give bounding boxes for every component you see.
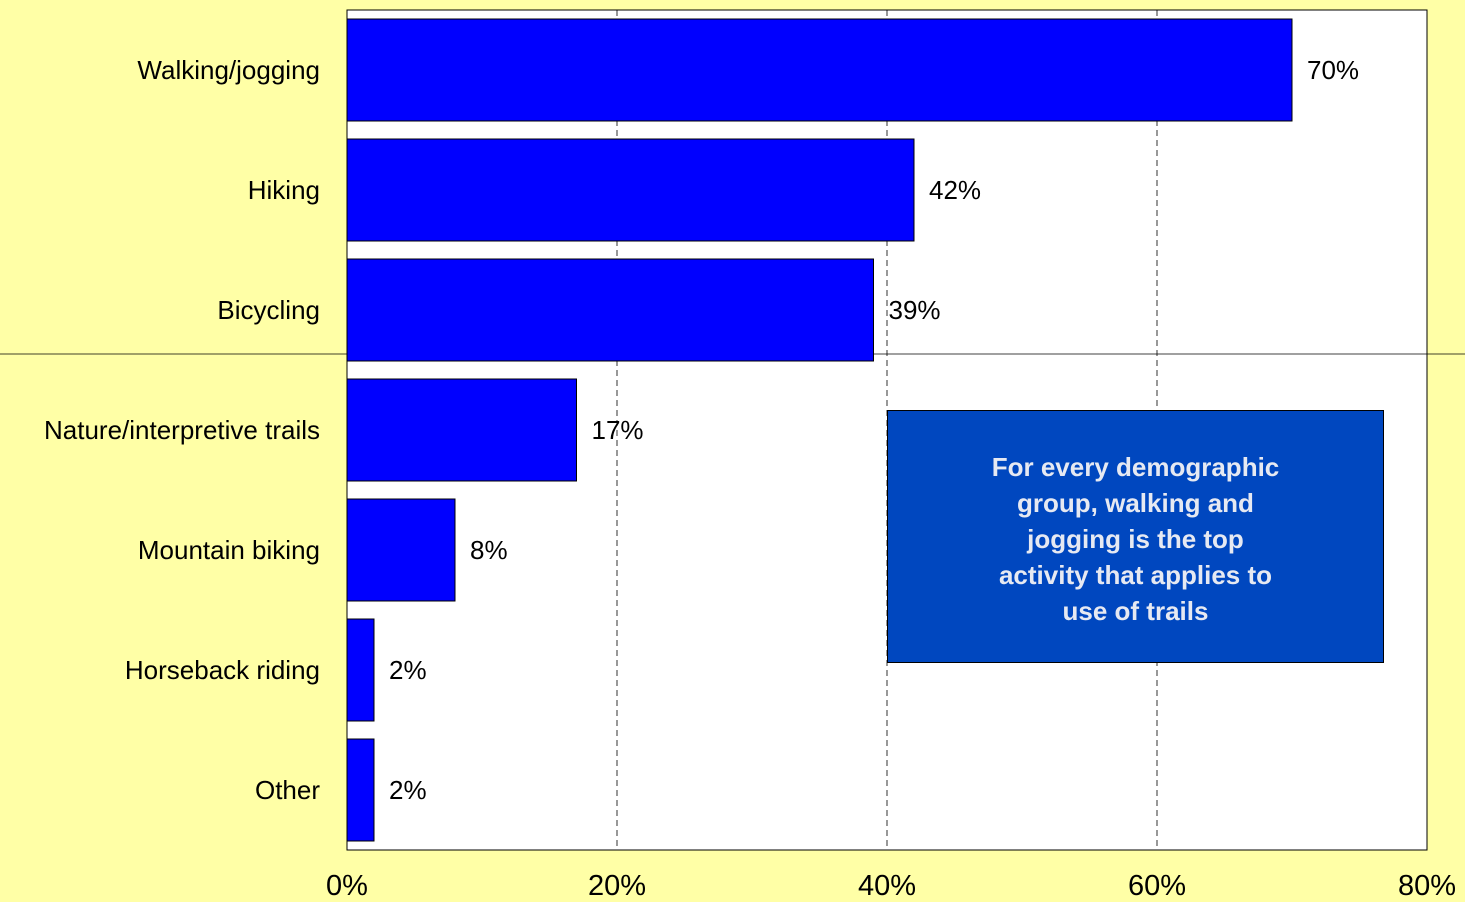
bar [346, 378, 577, 482]
category-labels: Walking/jogging Hiking Bicycling Nature/int… [44, 55, 320, 805]
data-label: 70% [1307, 55, 1359, 85]
x-tick-label: 60% [1128, 870, 1186, 902]
data-label: 39% [889, 295, 941, 325]
category-label: Hiking [248, 175, 320, 205]
category-label: Nature/interpretive trails [44, 415, 320, 445]
x-tick-label: 40% [858, 870, 916, 902]
value-labels: 70% 42% 39% 17% 8% 2% 2% [389, 55, 1359, 805]
x-tick-label: 80% [1398, 870, 1456, 902]
bar [346, 258, 874, 362]
category-label: Bicycling [217, 295, 320, 325]
callout-box: For every demographic group, walking and… [887, 410, 1384, 663]
data-label: 42% [929, 175, 981, 205]
bars [346, 18, 1293, 842]
data-label: 17% [592, 415, 644, 445]
bar [346, 138, 915, 242]
data-label: 2% [389, 775, 427, 805]
x-tick-label: 0% [326, 870, 368, 902]
data-label: 8% [470, 535, 508, 565]
bar [346, 738, 375, 842]
bar [346, 498, 456, 602]
x-axis-tick-labels: 0% 20% 40% 60% 80% [326, 870, 1456, 902]
category-label: Mountain biking [138, 535, 320, 565]
bar [346, 618, 375, 722]
data-label: 2% [389, 655, 427, 685]
bar [346, 18, 1293, 122]
x-tick-label: 20% [588, 870, 646, 902]
category-label: Other [255, 775, 320, 805]
category-label: Horseback riding [125, 655, 320, 685]
category-label: Walking/jogging [137, 55, 320, 85]
callout-text: For every demographic group, walking and… [991, 452, 1280, 626]
